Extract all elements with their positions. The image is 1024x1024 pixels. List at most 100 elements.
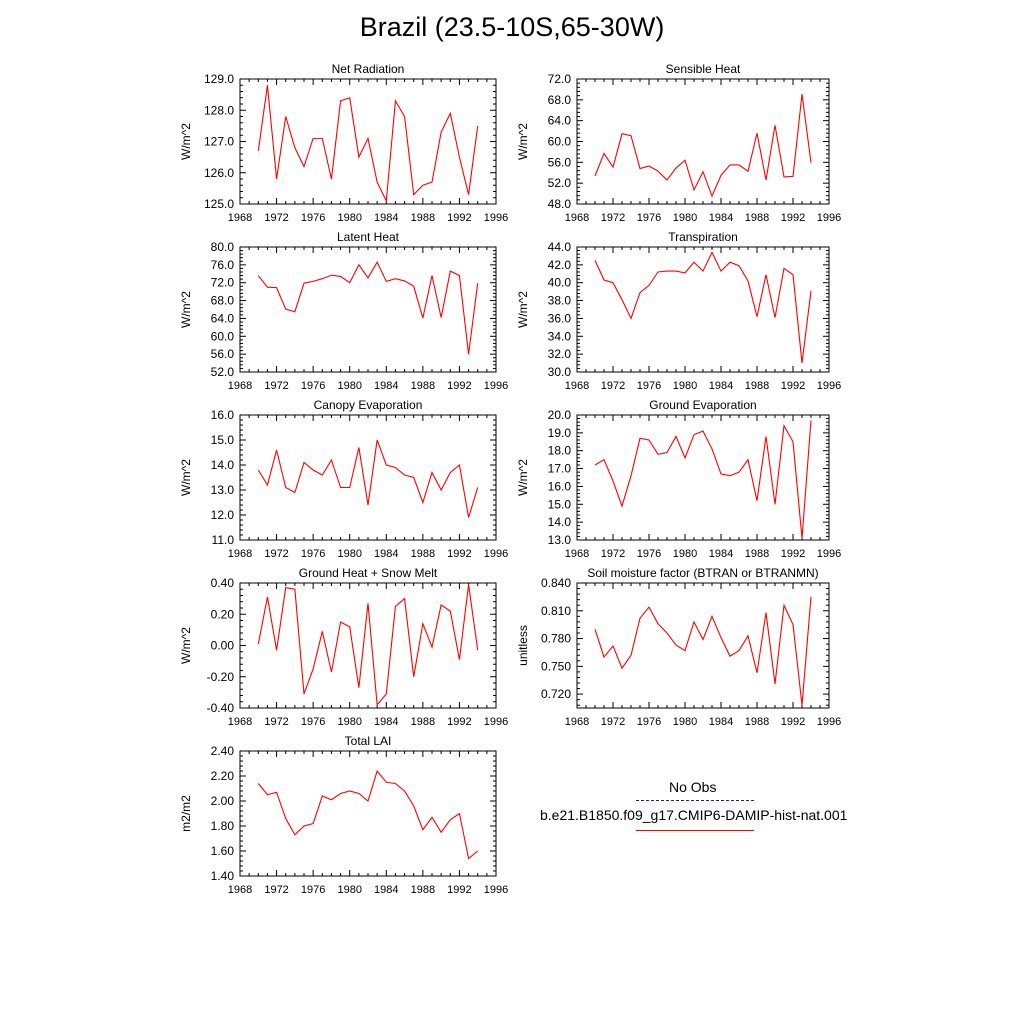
x-tick-label: 1988	[745, 212, 769, 224]
y-tick-label: 80.0	[211, 240, 235, 254]
y-tick-label: 56.0	[211, 347, 235, 361]
x-tick-label: 1980	[337, 716, 361, 728]
plot-frame	[239, 78, 497, 205]
y-tick-label: 129.0	[204, 72, 234, 86]
plot-frame	[239, 246, 497, 373]
x-tick-label: 1996	[817, 380, 841, 392]
y-tick-label: 60.0	[211, 329, 235, 343]
x-tick-label: 1968	[228, 548, 252, 560]
panel-ground-heat-snow-melt: Ground Heat + Snow Melt W/m^2 1968 1972 1976…	[179, 566, 508, 728]
x-tick-label: 1984	[374, 716, 398, 728]
series-line	[594, 596, 812, 706]
x-tick-label: 1980	[673, 380, 697, 392]
x-tick-label: 1976	[637, 716, 661, 728]
plot-frame	[576, 78, 830, 205]
y-axis-label: W/m^2	[179, 123, 193, 160]
x-tick-label: 1992	[447, 548, 471, 560]
y-tick-label: 68.0	[211, 294, 235, 308]
x-tick-label: 1988	[411, 548, 435, 560]
x-tick-label: 1984	[374, 548, 398, 560]
panel-sensible-heat: Sensible Heat W/m^2 1968 1972 1976 1980 1984 19…	[516, 62, 841, 224]
y-tick-label: 0.720	[541, 687, 571, 701]
y-axis-label: W/m^2	[516, 459, 530, 496]
y-tick-label: 1.60	[211, 844, 235, 858]
x-tick-label: 1992	[781, 380, 805, 392]
y-tick-label: 44.0	[548, 240, 572, 254]
x-tick-label: 1996	[817, 548, 841, 560]
panel-title: Canopy Evaporation	[314, 398, 423, 412]
x-tick-label: 1980	[337, 380, 361, 392]
y-axis-label: W/m^2	[516, 291, 530, 328]
y-tick-label: 12.0	[211, 508, 235, 522]
x-tick-label: 1976	[637, 548, 661, 560]
x-tick-label: 1984	[709, 716, 733, 728]
x-tick-label: 1996	[484, 548, 508, 560]
y-tick-label: 0.20	[211, 607, 235, 621]
y-tick-label: 15.0	[211, 433, 235, 447]
y-axis-label: m2/m2	[179, 795, 193, 832]
panel-transpiration: Transpiration W/m^2 1968 1972 1976 1980 1984 19…	[516, 230, 841, 392]
y-tick-label: 126.0	[204, 166, 234, 180]
x-tick-label: 1992	[447, 212, 471, 224]
x-tick-label: 1968	[228, 716, 252, 728]
x-tick-label: 1996	[817, 716, 841, 728]
x-tick-label: 1972	[601, 716, 625, 728]
x-tick-label: 1996	[484, 212, 508, 224]
panel-title: Soil moisture factor (BTRAN or BTRANMN)	[587, 566, 818, 580]
y-tick-label: 0.840	[541, 576, 571, 590]
x-tick-label: 1972	[601, 380, 625, 392]
panel-title: Sensible Heat	[666, 62, 741, 76]
panel-latent-heat: Latent Heat W/m^2 1968 1972 1976 1980 1984 1988…	[179, 230, 508, 392]
x-tick-label: 1988	[411, 380, 435, 392]
series-line	[257, 261, 479, 355]
x-tick-label: 1988	[745, 716, 769, 728]
y-tick-label: 52.0	[548, 176, 572, 190]
y-tick-label: 1.40	[211, 869, 235, 883]
plot-frame	[576, 414, 830, 541]
series-line	[594, 94, 812, 198]
y-tick-label: 15.0	[548, 497, 572, 511]
x-tick-label: 1968	[228, 380, 252, 392]
y-tick-label: 20.0	[548, 408, 572, 422]
y-tick-label: 0.810	[541, 604, 571, 618]
x-tick-label: 1988	[745, 380, 769, 392]
y-tick-label: 13.0	[211, 483, 235, 497]
y-tick-label: 13.0	[548, 533, 572, 547]
x-tick-label: 1984	[374, 884, 398, 896]
y-tick-label: 68.0	[548, 93, 572, 107]
series-line	[257, 85, 479, 203]
y-tick-label: 19.0	[548, 426, 572, 440]
panel-title: Ground Heat + Snow Melt	[299, 566, 438, 580]
x-tick-label: 1980	[337, 548, 361, 560]
x-tick-label: 1984	[374, 212, 398, 224]
x-tick-label: 1972	[601, 212, 625, 224]
x-tick-label: 1968	[565, 212, 589, 224]
x-tick-label: 1984	[709, 380, 733, 392]
y-tick-label: 16.0	[211, 408, 235, 422]
x-tick-label: 1976	[301, 380, 325, 392]
plot-frame	[576, 246, 830, 373]
y-tick-label: 16.0	[548, 479, 572, 493]
y-tick-label: 127.0	[204, 135, 234, 149]
y-tick-label: 34.0	[548, 329, 572, 343]
y-tick-label: 36.0	[548, 311, 572, 325]
y-tick-label: -0.20	[207, 670, 235, 684]
x-tick-label: 1992	[781, 716, 805, 728]
y-tick-label: 0.750	[541, 659, 571, 673]
plot-frame	[239, 750, 497, 877]
y-tick-label: 0.40	[211, 576, 235, 590]
x-tick-label: 1976	[637, 380, 661, 392]
y-tick-label: 1.80	[211, 819, 235, 833]
y-tick-label: 40.0	[548, 276, 572, 290]
y-tick-label: 52.0	[211, 365, 235, 379]
y-tick-label: 125.0	[204, 197, 234, 211]
x-tick-label: 1980	[673, 548, 697, 560]
x-tick-label: 1988	[745, 548, 769, 560]
y-tick-label: 38.0	[548, 294, 572, 308]
x-tick-label: 1980	[337, 884, 361, 896]
x-tick-label: 1996	[484, 380, 508, 392]
panel-ground-evaporation: Ground Evaporation W/m^2 1968 1972 1976 1980 1…	[516, 398, 841, 560]
panel-title: Total LAI	[345, 734, 392, 748]
y-tick-label: 0.780	[541, 632, 571, 646]
y-axis-label: W/m^2	[179, 291, 193, 328]
